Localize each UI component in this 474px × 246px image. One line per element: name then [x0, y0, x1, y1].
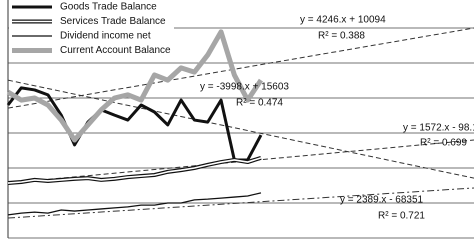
trend-equation: y = 4246.x + 10094	[300, 15, 386, 26]
trend-line	[7, 187, 474, 219]
trend-r2: R² = 0.474	[236, 98, 283, 109]
trend-r2: R² = 0.699	[420, 138, 467, 149]
trend-equation: y = -3998.x + 15603	[200, 82, 289, 93]
legend: Goods Trade Balance Services Trade Balanc…	[9, 0, 174, 60]
legend-label: Goods Trade Balance	[60, 2, 157, 13]
trend-equation: y = 1572.x - 98.1	[403, 123, 474, 134]
series-line	[7, 192, 262, 216]
legend-label: Current Account Balance	[60, 45, 171, 56]
trend-line	[7, 27, 474, 109]
trend-equation: y = 2389.x - 68351	[340, 195, 424, 206]
legend-label: Dividend income net	[60, 31, 151, 42]
series-line	[6, 86, 263, 162]
legend-label: Services Trade Balance	[60, 16, 166, 27]
trend-r2: R² = 0.721	[378, 211, 425, 222]
series-line	[6, 29, 264, 143]
trend-r2: R² = 0.388	[318, 31, 365, 42]
series-line	[7, 157, 262, 184]
trend-line	[7, 79, 474, 179]
